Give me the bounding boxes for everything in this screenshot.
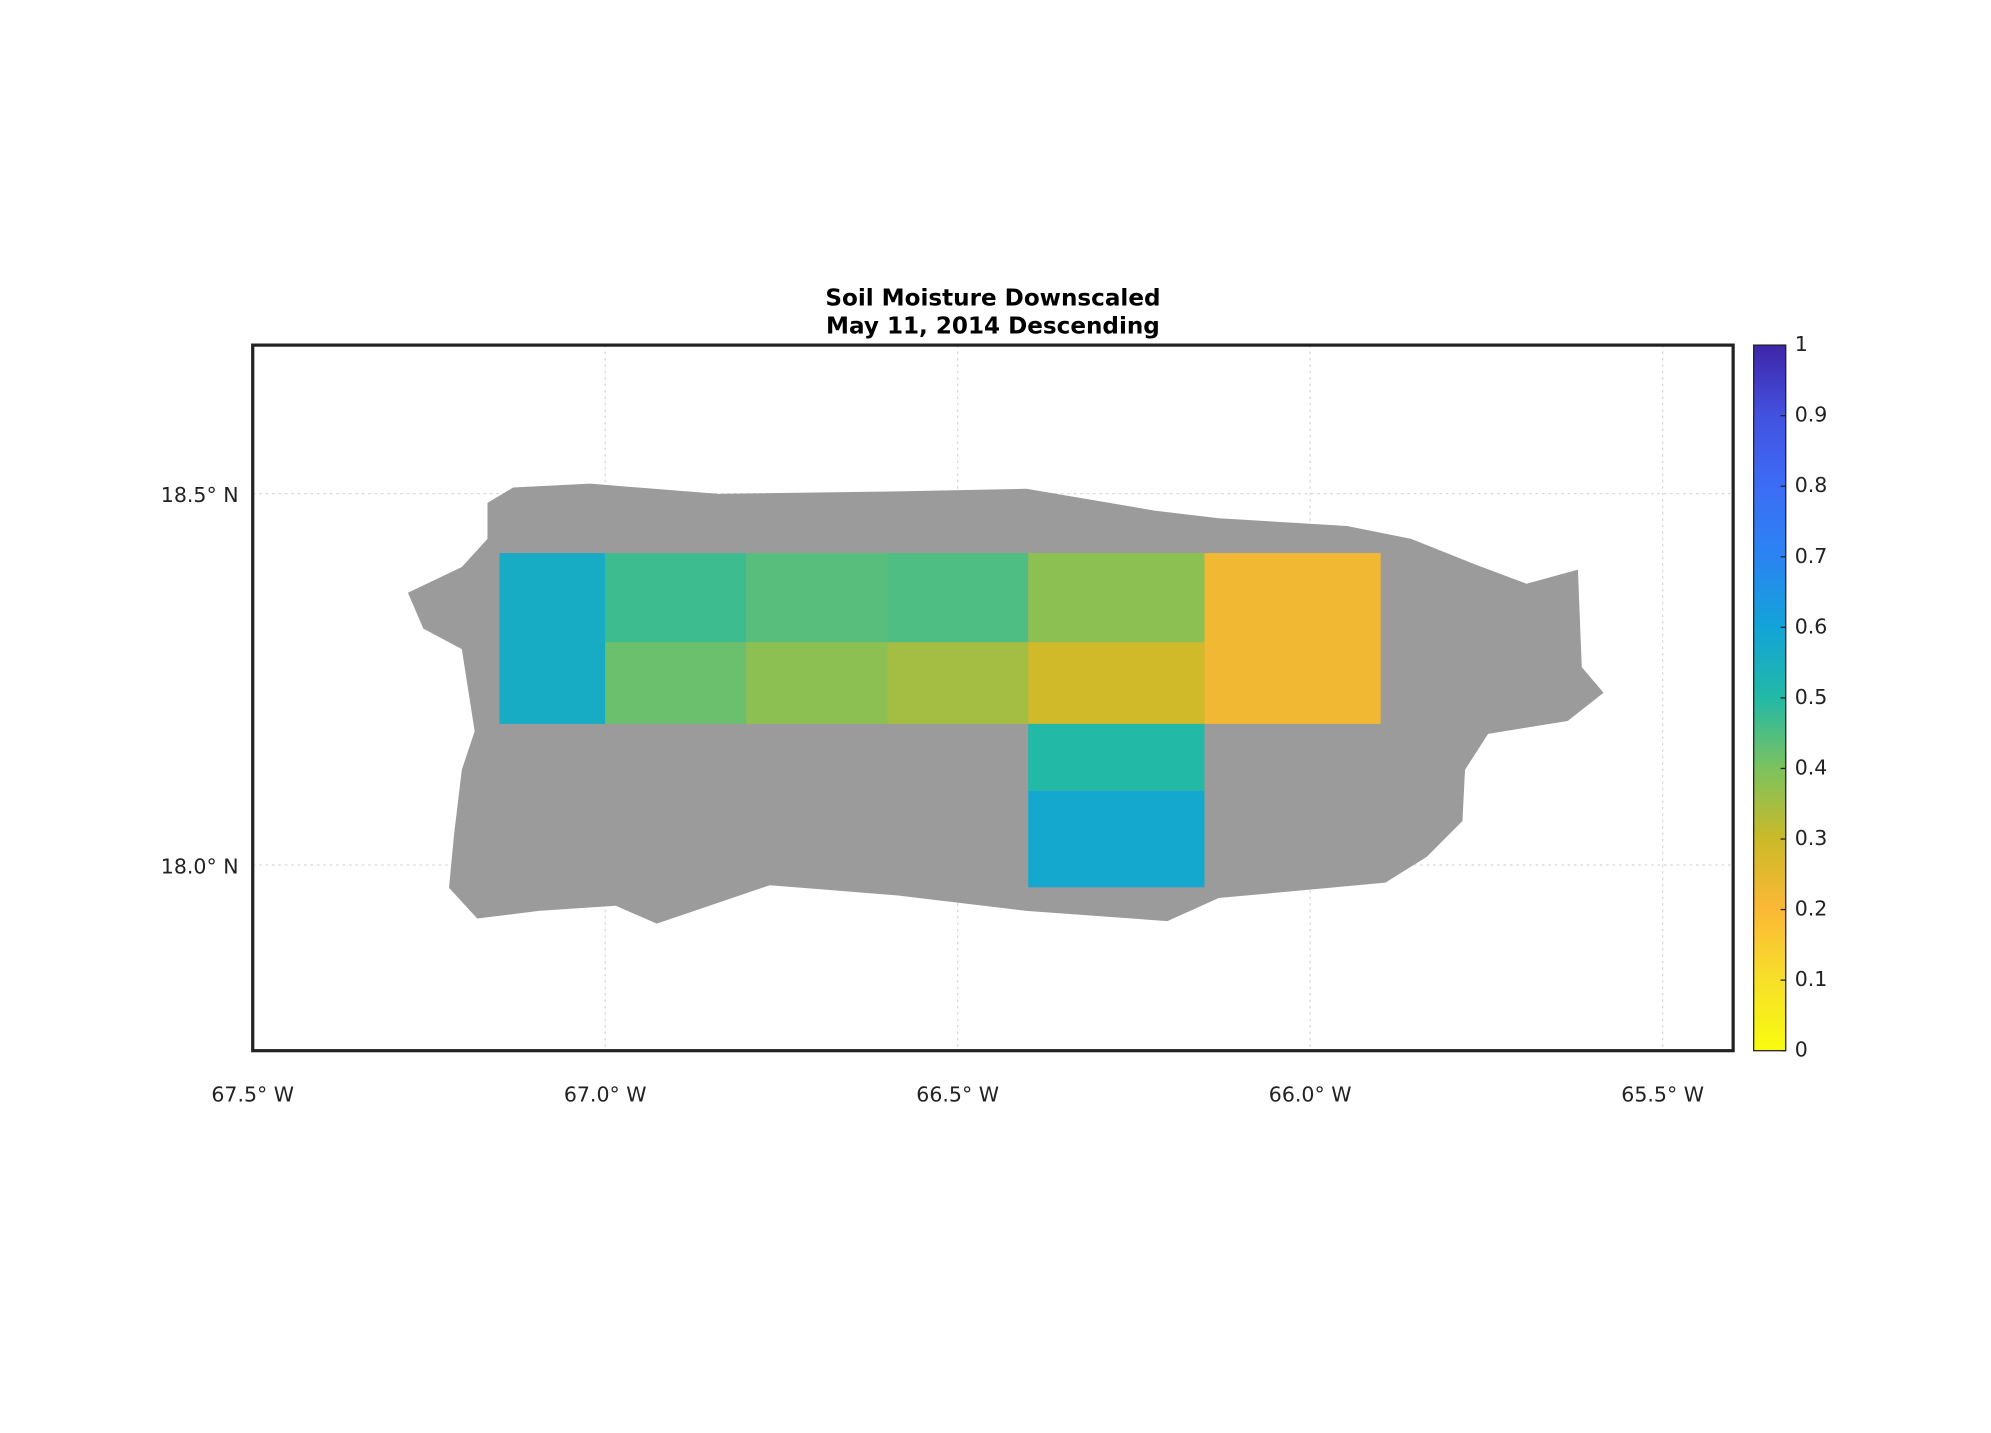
colorbar-tick-label: 0.2 [1795, 897, 1828, 921]
moisture-cell [746, 642, 888, 724]
colorbar-tick-label: 0.4 [1795, 755, 1828, 779]
moisture-cell [605, 553, 747, 643]
title: Soil Moisture Downscaled [825, 285, 1160, 311]
moisture-cell [1204, 553, 1381, 724]
moisture-cell [1028, 723, 1205, 791]
moisture-cell [746, 553, 888, 643]
y-tick-label: 18.5° N [161, 483, 239, 507]
colorbar-tick-label: 1 [1795, 332, 1808, 356]
moisture-cell [1028, 642, 1205, 724]
moisture-cell [1028, 790, 1205, 888]
colorbar-tick-label: 0.1 [1795, 967, 1828, 991]
x-tick-label: 67.0° W [564, 1083, 647, 1107]
moisture-cell [605, 642, 747, 724]
colorbar-tick-label: 0.5 [1795, 685, 1828, 709]
map-frame [251, 343, 1735, 1053]
subtitle: May 11, 2014 Descending [826, 314, 1160, 340]
x-tick-label: 66.0° W [1269, 1083, 1352, 1107]
y-tick-label: 18.0° N [161, 855, 239, 879]
colorbar-tick-label: 0.3 [1795, 826, 1828, 850]
moisture-cell [887, 553, 1029, 643]
colorbar-tick-label: 0.8 [1795, 473, 1828, 497]
moisture-cell [499, 553, 606, 724]
x-tick-label: 67.5° W [211, 1083, 294, 1107]
x-tick-label: 66.5° W [916, 1083, 999, 1107]
moisture-cell [887, 642, 1029, 724]
colorbar-tick-label: 0.7 [1795, 544, 1828, 568]
colorbar-tick-label: 0 [1795, 1038, 1808, 1062]
moisture-cell [1028, 553, 1205, 643]
x-tick-label: 65.5° W [1621, 1083, 1704, 1107]
colorbar-tick-label: 0.6 [1795, 614, 1828, 638]
colorbar-tick-label: 0.9 [1795, 403, 1828, 427]
